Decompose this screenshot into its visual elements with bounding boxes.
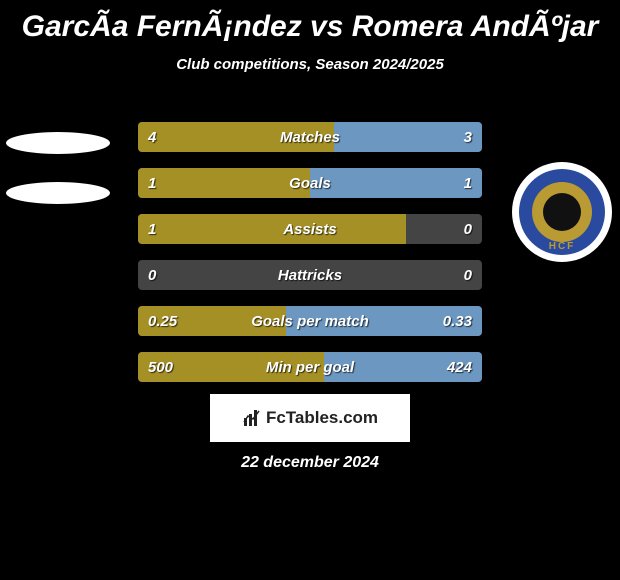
stat-row: 11Goals [138, 168, 482, 198]
stat-label: Goals [138, 168, 482, 198]
stat-row: 500424Min per goal [138, 352, 482, 382]
stat-label: Goals per match [138, 306, 482, 336]
branding-banner: FcTables.com [210, 394, 410, 442]
stat-label: Min per goal [138, 352, 482, 382]
stat-row: 43Matches [138, 122, 482, 152]
chart-icon [242, 408, 262, 428]
stat-row: 00Hattricks [138, 260, 482, 290]
subtitle: Club competitions, Season 2024/2025 [0, 56, 620, 73]
branding-text: FcTables.com [266, 408, 378, 428]
date-text: 22 december 2024 [0, 454, 620, 472]
stat-label: Assists [138, 214, 482, 244]
stat-label: Matches [138, 122, 482, 152]
crest-letters: HCF [549, 241, 576, 252]
stat-row: 0.250.33Goals per match [138, 306, 482, 336]
stats-rows: 43Matches 11Goals 10Assists 00Hattricks 0.25… [138, 122, 482, 398]
stat-row: 10Assists [138, 214, 482, 244]
player-right-badge: HCF [512, 162, 612, 262]
page-title: GarcÃ­a FernÃ¡ndez vs Romera AndÃºjar [0, 0, 620, 44]
placeholder-oval [6, 182, 110, 204]
club-crest: HCF [512, 162, 612, 262]
placeholder-oval [6, 132, 110, 154]
stat-label: Hattricks [138, 260, 482, 290]
player-left-badge [8, 118, 108, 218]
